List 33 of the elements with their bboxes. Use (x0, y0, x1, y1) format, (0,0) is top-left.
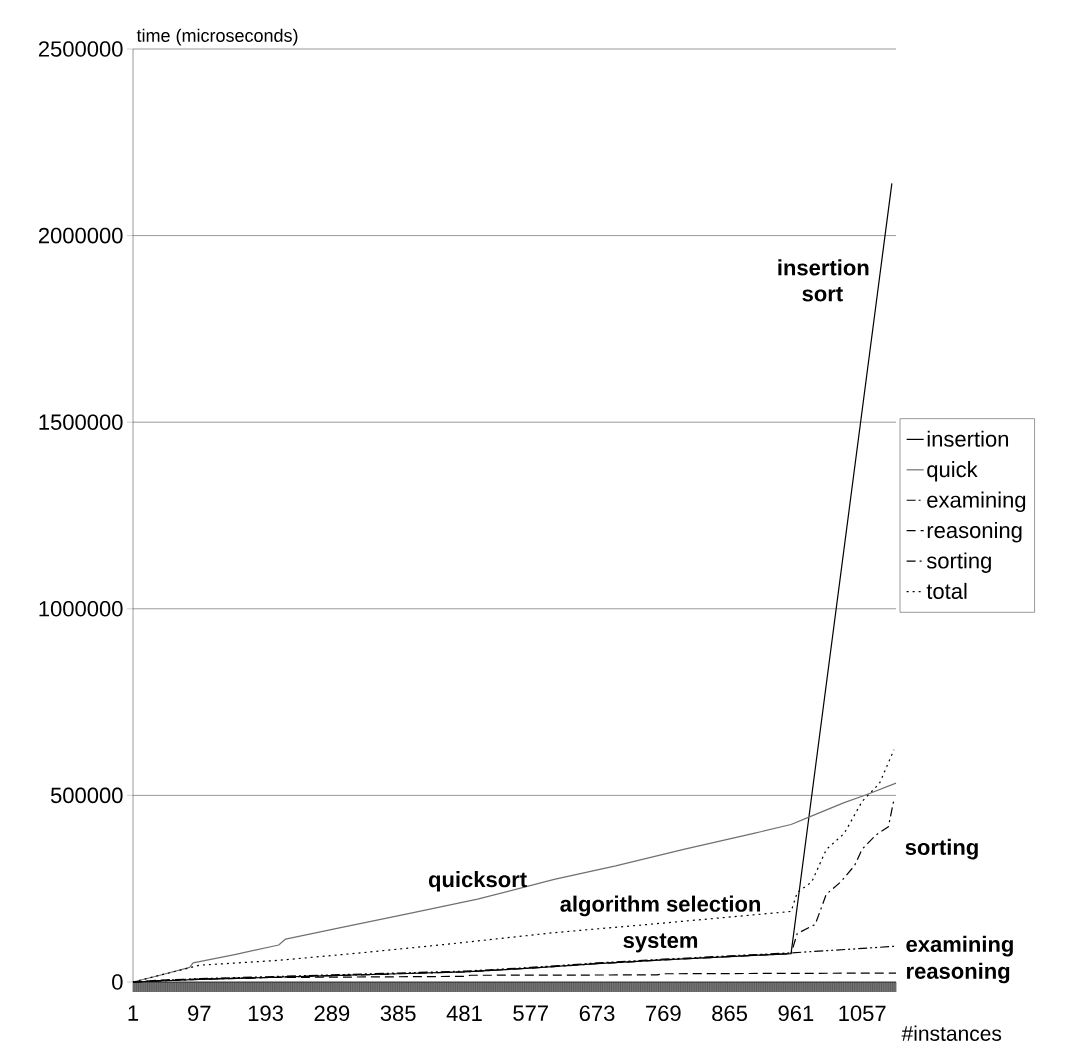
legend-label: insertion (927, 430, 1009, 447)
x-tick-label: 481 (446, 1005, 482, 1022)
y-axis-title: time (microseconds) (136, 28, 298, 46)
y-tick-label: 500000 (50, 787, 123, 804)
annotation: system (623, 933, 698, 953)
x-tick-label: 769 (646, 1005, 681, 1022)
x-tick-label: 577 (513, 1005, 548, 1021)
legend-label: sorting (926, 552, 991, 573)
x-tick-label: 97 (188, 1005, 211, 1022)
legend-label: total (926, 582, 967, 600)
x-tick-label: 1057 (839, 1005, 886, 1022)
annotation: algorithm selection (560, 895, 761, 917)
x-tick-label: 385 (380, 1005, 416, 1022)
annotation: examining (906, 935, 1013, 957)
annotation: insertion sort (778, 259, 869, 302)
x-tick-label: 865 (712, 1005, 748, 1022)
y-tick-label: 2500000 (38, 41, 123, 57)
x-tick-label: 289 (314, 1005, 350, 1022)
x-tick-label: 961 (778, 1005, 814, 1022)
y-tick-label: 2000000 (38, 227, 123, 244)
x-tick-label: 1 (128, 1005, 139, 1021)
y-tick-label: 0 (112, 974, 123, 990)
x-tick-label: 193 (248, 1005, 283, 1022)
x-tick-label: 673 (579, 1005, 615, 1022)
annotation: quicksort (428, 871, 527, 892)
legend-label: reasoning (927, 521, 1022, 543)
x-axis-title: #instances (901, 1025, 1002, 1041)
y-tick-label: 1000000 (39, 600, 123, 617)
annotation: reasoning (906, 962, 1010, 984)
annotation: sorting (905, 838, 978, 860)
legend-label: examining (927, 491, 1026, 513)
y-tick-label: 1500000 (39, 414, 123, 430)
legend-label: quick (927, 461, 978, 482)
